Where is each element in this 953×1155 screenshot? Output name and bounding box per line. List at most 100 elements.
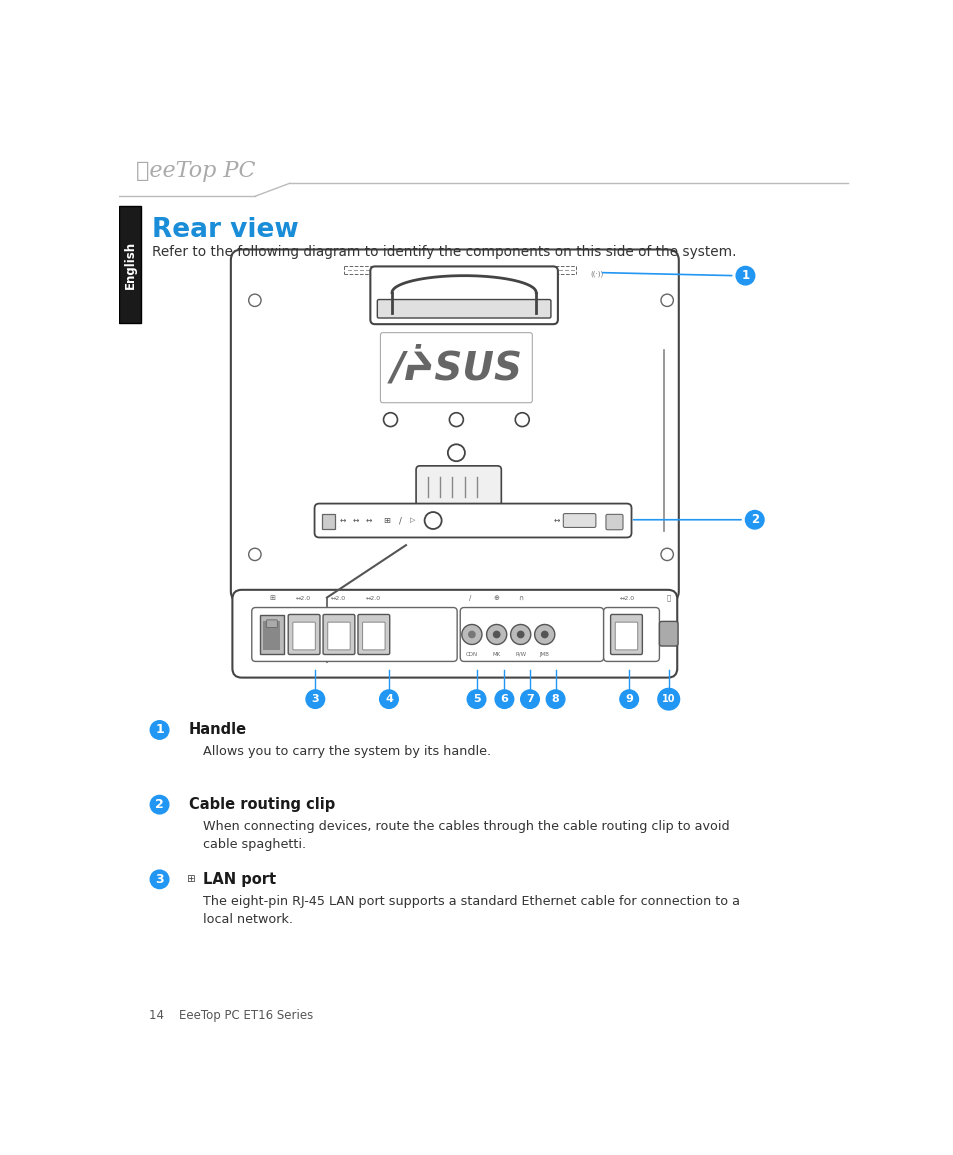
- FancyBboxPatch shape: [119, 207, 141, 323]
- Text: Handle: Handle: [189, 723, 247, 737]
- Circle shape: [660, 295, 673, 306]
- Text: 🔒: 🔒: [609, 516, 614, 526]
- Circle shape: [447, 445, 464, 461]
- Circle shape: [424, 512, 441, 529]
- FancyBboxPatch shape: [659, 621, 678, 646]
- Circle shape: [383, 412, 397, 426]
- FancyBboxPatch shape: [380, 333, 532, 403]
- Text: Refer to the following diagram to identify the components on this side of the sy: Refer to the following diagram to identi…: [152, 245, 736, 259]
- FancyBboxPatch shape: [416, 465, 500, 506]
- FancyBboxPatch shape: [328, 623, 350, 650]
- FancyBboxPatch shape: [459, 608, 603, 662]
- Text: 10: 10: [661, 694, 675, 705]
- Text: ⊕: ⊕: [494, 595, 499, 601]
- Text: R/W: R/W: [515, 651, 526, 657]
- Text: ↔: ↔: [339, 516, 345, 526]
- Text: ⊞: ⊞: [383, 516, 390, 526]
- Text: CDN: CDN: [465, 651, 477, 657]
- Circle shape: [379, 690, 397, 708]
- FancyBboxPatch shape: [263, 620, 280, 650]
- FancyBboxPatch shape: [603, 608, 659, 662]
- FancyBboxPatch shape: [231, 249, 679, 602]
- Circle shape: [517, 631, 524, 639]
- Text: /ᔩSUS: /ᔩSUS: [390, 348, 522, 387]
- Circle shape: [546, 690, 564, 708]
- FancyBboxPatch shape: [605, 514, 622, 530]
- Circle shape: [736, 267, 754, 285]
- Text: 2: 2: [750, 513, 758, 527]
- Text: /: /: [398, 516, 401, 526]
- Text: LAN port: LAN port: [203, 872, 275, 887]
- Text: 🔒: 🔒: [666, 594, 670, 601]
- Circle shape: [515, 412, 529, 426]
- FancyBboxPatch shape: [357, 614, 390, 655]
- Circle shape: [658, 688, 679, 710]
- Text: 3: 3: [155, 873, 164, 886]
- Circle shape: [510, 625, 530, 644]
- Circle shape: [249, 295, 261, 306]
- Circle shape: [249, 549, 261, 560]
- Text: 4: 4: [385, 694, 393, 705]
- Text: 2: 2: [155, 798, 164, 811]
- Circle shape: [467, 690, 485, 708]
- Text: ⊞: ⊞: [187, 874, 199, 885]
- FancyBboxPatch shape: [233, 590, 677, 678]
- FancyBboxPatch shape: [321, 514, 335, 529]
- Text: English: English: [124, 241, 136, 289]
- Circle shape: [461, 625, 481, 644]
- Text: 9: 9: [624, 694, 633, 705]
- Circle shape: [150, 870, 169, 888]
- Text: 1: 1: [740, 269, 749, 282]
- Text: When connecting devices, route the cables through the cable routing clip to avoi: When connecting devices, route the cable…: [203, 820, 729, 851]
- FancyBboxPatch shape: [323, 614, 355, 655]
- Circle shape: [493, 631, 500, 639]
- Text: Rear view: Rear view: [152, 217, 298, 244]
- FancyBboxPatch shape: [314, 504, 631, 537]
- Text: ⊞: ⊞: [325, 516, 332, 526]
- FancyBboxPatch shape: [266, 620, 277, 627]
- Circle shape: [468, 631, 476, 639]
- Circle shape: [660, 549, 673, 560]
- Circle shape: [520, 690, 538, 708]
- Text: Cable routing clip: Cable routing clip: [189, 797, 335, 812]
- Text: ↔: ↔: [352, 516, 358, 526]
- Text: MK: MK: [492, 651, 500, 657]
- FancyBboxPatch shape: [252, 608, 456, 662]
- Text: 1: 1: [155, 723, 164, 737]
- Text: 14    EeeTop PC ET16 Series: 14 EeeTop PC ET16 Series: [149, 1008, 313, 1022]
- Text: Allows you to carry the system by its handle.: Allows you to carry the system by its ha…: [203, 745, 491, 759]
- FancyBboxPatch shape: [362, 623, 385, 650]
- Text: ↔: ↔: [365, 516, 372, 526]
- FancyBboxPatch shape: [288, 614, 319, 655]
- Text: ((·)): ((·)): [590, 270, 603, 276]
- Text: ↔2.0: ↔2.0: [618, 596, 634, 601]
- Text: ↔2.0: ↔2.0: [331, 596, 346, 601]
- FancyBboxPatch shape: [370, 267, 558, 325]
- Text: The eight-pin RJ-45 LAN port supports a standard Ethernet cable for connection t: The eight-pin RJ-45 LAN port supports a …: [203, 895, 740, 926]
- FancyBboxPatch shape: [260, 616, 283, 654]
- Text: 6: 6: [500, 694, 508, 705]
- Text: 7: 7: [525, 694, 534, 705]
- FancyBboxPatch shape: [615, 623, 637, 650]
- FancyBboxPatch shape: [293, 623, 315, 650]
- Text: ℰeeTop PC: ℰeeTop PC: [136, 161, 255, 182]
- Circle shape: [744, 511, 763, 529]
- FancyBboxPatch shape: [562, 514, 596, 528]
- Text: ↔2.0: ↔2.0: [295, 596, 311, 601]
- Text: ⊞: ⊞: [269, 595, 274, 601]
- Circle shape: [540, 631, 548, 639]
- Text: JMB: JMB: [539, 651, 549, 657]
- Text: /: /: [469, 595, 471, 601]
- Circle shape: [449, 412, 463, 426]
- Text: ↔2.0: ↔2.0: [366, 596, 380, 601]
- FancyBboxPatch shape: [610, 614, 641, 655]
- Circle shape: [619, 690, 638, 708]
- Text: ▷: ▷: [409, 517, 415, 523]
- Circle shape: [495, 690, 513, 708]
- FancyBboxPatch shape: [377, 299, 550, 318]
- Circle shape: [306, 690, 324, 708]
- Circle shape: [534, 625, 555, 644]
- Text: 5: 5: [473, 694, 479, 705]
- Text: 3: 3: [312, 694, 319, 705]
- Circle shape: [486, 625, 506, 644]
